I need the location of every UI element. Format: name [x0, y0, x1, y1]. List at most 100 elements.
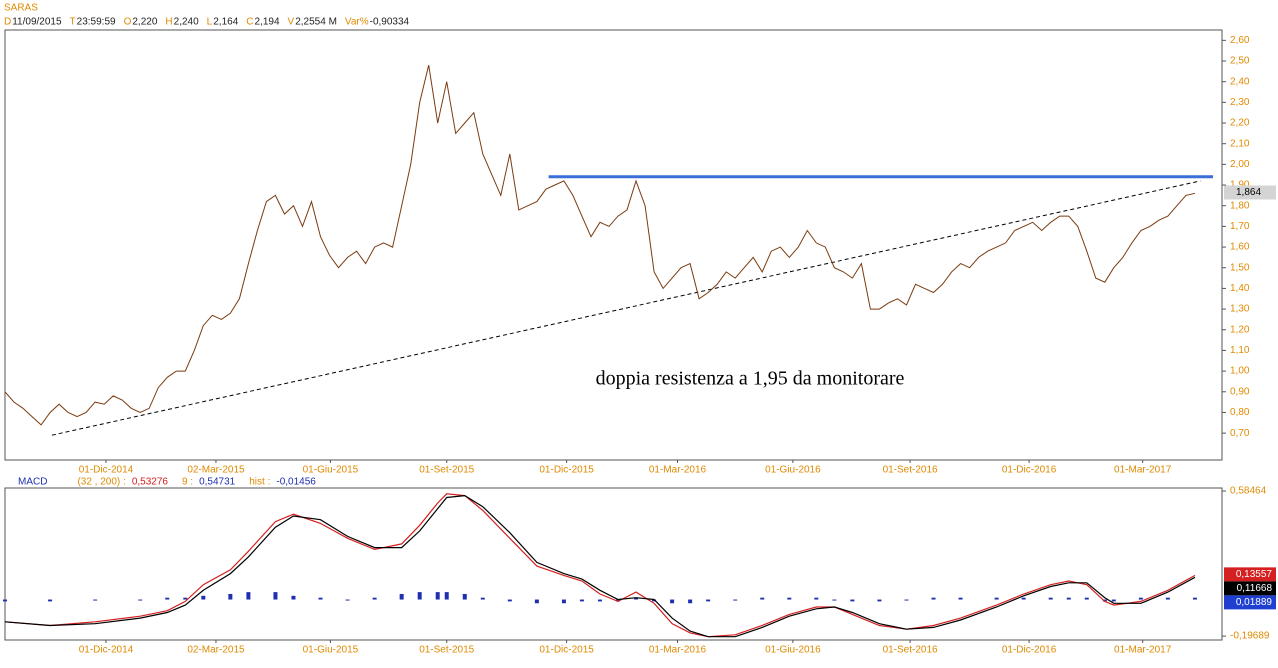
x-tick-label: 01-Mar-2016 [649, 465, 707, 476]
x-tick-label: 01-Dic-2015 [539, 645, 594, 656]
info-value: -0,90334 [370, 17, 410, 28]
x-tick-label: 01-Mar-2016 [649, 645, 707, 656]
series-line [4, 493, 1196, 638]
hist-bar [444, 592, 449, 600]
info-key: Var% [345, 17, 369, 28]
y-tick-label: 2,40 [1230, 76, 1250, 87]
y-tick-label: 2,10 [1230, 138, 1250, 149]
last-value-box [1224, 567, 1276, 582]
hist-bar [1048, 597, 1053, 600]
series-line [4, 494, 1196, 638]
legend-readout: 0,54731 [199, 477, 236, 488]
hist-bar [1111, 599, 1116, 602]
hist-bar [291, 595, 296, 600]
hist-bar [814, 597, 819, 600]
y-tick-label: 2,20 [1230, 118, 1250, 129]
x-tick-label: 01-Giu-2016 [765, 465, 821, 476]
hist-bar [1084, 597, 1089, 600]
trendline [51, 180, 1201, 436]
hist-bar [228, 593, 233, 600]
hist-bar [507, 599, 512, 602]
info-value: 2,194 [255, 17, 280, 28]
hist-bar [931, 597, 936, 600]
hist-bar [201, 595, 206, 600]
info-key: D [4, 17, 11, 28]
legend-readout: 0,53276 [132, 477, 169, 488]
hist-bar [688, 599, 693, 604]
hist-bar [733, 599, 738, 601]
last-value-box [1224, 595, 1276, 610]
info-key: C [246, 17, 253, 28]
y-tick-label: 1,00 [1230, 366, 1250, 377]
plot-frame [4, 29, 1223, 461]
hist-bar [652, 599, 657, 602]
hist-bar [706, 599, 711, 602]
x-tick-label: 01-Dic-2014 [79, 645, 134, 656]
hist-bar [165, 597, 170, 600]
hist-bar [760, 597, 765, 600]
hist-bar [561, 599, 566, 604]
last-value-label: 0,13557 [1236, 569, 1273, 580]
info-value: 2,220 [132, 17, 157, 28]
y-tick-label: -0,19689 [1230, 631, 1270, 642]
y-tick-label: 0,90 [1230, 386, 1250, 397]
info-key: V [288, 17, 295, 28]
y-tick-label: 0,58464 [1230, 486, 1267, 497]
hist-bar [183, 597, 188, 600]
y-tick-label: 0,80 [1230, 407, 1250, 418]
last-value-label: 0,01889 [1236, 597, 1273, 608]
hist-bar [616, 599, 621, 602]
hist-bar [1066, 597, 1071, 600]
x-tick-label: 01-Dic-2016 [1002, 645, 1057, 656]
hist-bar [634, 597, 639, 600]
y-tick-label: 1,50 [1230, 262, 1250, 273]
y-tick-label: 1,30 [1230, 304, 1250, 315]
hist-bar [534, 599, 539, 604]
hist-bar [480, 597, 485, 600]
hist-bar [138, 599, 143, 601]
y-tick-label: 2,60 [1230, 35, 1250, 46]
hist-bar [372, 597, 377, 600]
hist-bar [399, 593, 404, 600]
annotation: doppia resistenza a 1,95 da monitorare [596, 368, 905, 390]
hist-bar [1165, 597, 1170, 600]
hist-bar [670, 599, 675, 604]
hist-bar [850, 599, 855, 602]
y-tick-label: 1,40 [1230, 283, 1250, 294]
hist-bar [48, 599, 53, 602]
x-tick-label: 01-Set-2015 [419, 465, 474, 476]
hist-bar [994, 597, 999, 600]
hist-bar [597, 599, 602, 602]
hist-bar [93, 599, 98, 601]
info-key: O [124, 17, 132, 28]
info-key: L [207, 17, 213, 28]
info-value: 2,2554 M [295, 17, 337, 28]
last-value-box [1224, 581, 1276, 596]
plot-frame [4, 487, 1223, 641]
hist-bar [579, 599, 584, 602]
hist-bar [1192, 597, 1197, 600]
hist-bar [904, 599, 909, 601]
hist-bar [318, 597, 323, 600]
x-tick-label: 01-Set-2016 [883, 645, 938, 656]
last-value-label: 0,11668 [1237, 583, 1273, 594]
series-line [4, 64, 1196, 426]
x-tick-label: 01-Mar-2017 [1114, 465, 1172, 476]
y-tick-label: 1,70 [1230, 221, 1250, 232]
x-tick-label: 02-Mar-2015 [187, 645, 245, 656]
x-tick-label: 01-Dic-2016 [1002, 465, 1057, 476]
hist-bar [832, 599, 837, 601]
x-tick-label: 01-Giu-2015 [303, 465, 359, 476]
x-tick-label: 01-Set-2016 [883, 465, 938, 476]
x-tick-label: 01-Giu-2016 [765, 645, 821, 656]
x-tick-label: 01-Set-2015 [419, 645, 474, 656]
legend-name: (32 , 200) : [77, 477, 125, 488]
x-tick-label: 01-Dic-2015 [539, 465, 594, 476]
y-tick-label: 1,60 [1230, 242, 1250, 253]
y-tick-label: 1,20 [1230, 324, 1250, 335]
hist-bar [877, 599, 882, 602]
x-tick-label: 01-Giu-2015 [303, 645, 359, 656]
hist-bar [345, 599, 350, 601]
hist-bar [1021, 597, 1026, 600]
